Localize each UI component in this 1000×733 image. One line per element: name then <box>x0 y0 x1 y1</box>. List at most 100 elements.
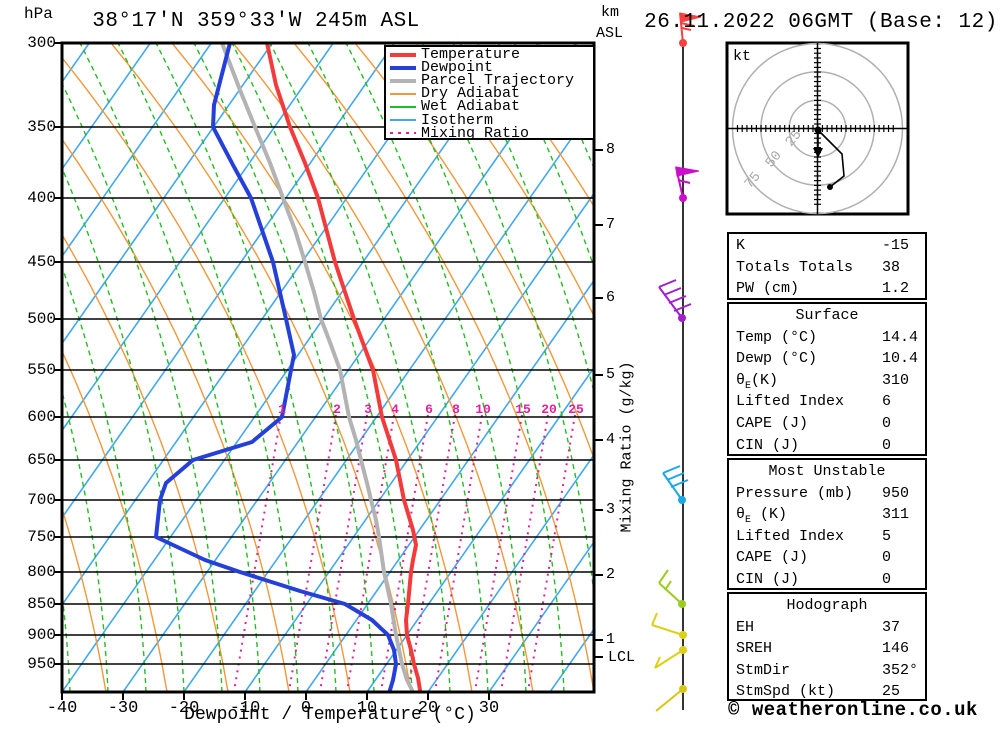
isotherm-line <box>62 43 395 520</box>
stats-box: K -15 Totals Totals 38 PW (cm) 1.2 <box>727 232 927 300</box>
isotherm-line <box>427 453 594 692</box>
stats-row-label: Temp (°C) <box>736 328 818 346</box>
isotherm-line <box>488 540 594 692</box>
wind-barb <box>658 569 686 608</box>
temperature-curve <box>265 43 422 692</box>
legend-line-sample <box>390 92 416 95</box>
km-tick-label: 7 <box>606 216 616 233</box>
stats-row-value: 352° <box>882 661 919 679</box>
temp-tick-label: -30 <box>107 699 139 718</box>
km-axis-unit-asl: ASL <box>596 25 624 42</box>
legend-line-sample <box>390 132 416 135</box>
stats-row: PW (cm) 1.2 <box>736 278 925 300</box>
stats-row-value: 146 <box>882 640 910 658</box>
mixing-ratio-line <box>232 414 282 692</box>
temp-tick-label: 20 <box>417 699 439 718</box>
stats-row: StmSpd (kt) 25 <box>736 681 925 703</box>
page-title: 38°17'N 359°33'W 245m ASL <box>92 10 420 33</box>
wet-adiabat-line <box>62 81 223 692</box>
stats-row: Lifted Index 5 <box>736 526 925 548</box>
stats-box-surface: Surface Temp (°C) 14.4 Dewp (°C) 10.4 θE(K) 31… <box>727 302 927 456</box>
temp-axis-title: Dewpoint / Temperature (°C) <box>184 705 476 725</box>
stats-row-label: Pressure (mb) <box>736 484 854 502</box>
km-tick-label: 8 <box>606 141 616 158</box>
mixing-ratio-label: 1 <box>278 402 286 417</box>
wind-barb <box>675 166 700 202</box>
wind-barb-station-dot <box>679 685 687 693</box>
stats-row-label: Dewp (°C) <box>736 350 818 368</box>
stats-row-value: -15 <box>882 237 910 254</box>
wet-adiabat-line <box>307 43 489 692</box>
km-tick-label: 1 <box>606 631 616 648</box>
stats-row-label: SREH <box>736 640 773 658</box>
dewpoint-curve <box>154 43 398 692</box>
stats-row-label: CIN (J) <box>736 570 800 588</box>
pressure-tick-label: 600 <box>27 408 56 426</box>
km-axis-unit: km <box>601 4 620 21</box>
stats-row: θE (K) 311 <box>736 504 925 526</box>
stats-row: Lifted Index 6 <box>736 391 925 413</box>
pressure-tick-label: 400 <box>27 189 56 207</box>
stats-row-label: Lifted Index <box>736 527 845 545</box>
mixing-ratio-label: 15 <box>515 402 531 417</box>
wet-adiabat-line <box>62 166 185 692</box>
pressure-tick-label: 650 <box>27 451 56 469</box>
wind-barb-station-dot <box>678 314 686 322</box>
mixing-ratio-line <box>473 414 523 692</box>
isotherm-line <box>62 43 456 607</box>
stats-row: CIN (J) 0 <box>736 569 925 591</box>
stats-box-title: Hodograph <box>786 597 868 614</box>
stats-row: θE(K) 310 <box>736 370 925 392</box>
stats-row-label: CAPE (J) <box>736 549 809 567</box>
stats-row-label: CAPE (J) <box>736 414 809 432</box>
mixing-ratio-line <box>287 414 337 692</box>
stats-row: EH 37 <box>736 617 925 639</box>
legend-item-label: Parcel Trajectory <box>421 72 575 90</box>
mixing-ratio-label: 10 <box>475 402 491 417</box>
stats-row-label: θE (K) <box>736 506 788 527</box>
lcl-label: LCL <box>608 649 636 666</box>
stats-row: CAPE (J) 0 <box>736 413 925 435</box>
legend-item: Dry Adiabat <box>390 85 593 103</box>
stats-box-title: Most Unstable <box>768 463 886 480</box>
legend-item-label: Dry Adiabat <box>421 85 521 103</box>
wind-barb <box>662 465 689 504</box>
wind-barb-station-dot <box>679 631 687 639</box>
valid-time-label: 26.11.2022 06GMT (Base: 12) <box>644 11 998 34</box>
stats-row-value: 0 <box>882 436 892 454</box>
stats-row-value: 0 <box>882 570 892 588</box>
wind-barb-station-dot <box>678 496 686 504</box>
hodograph-unit-label: kt <box>733 48 752 65</box>
stats-row: Pressure (mb) 950 <box>736 483 925 505</box>
temp-tick-label: -10 <box>229 699 261 718</box>
stats-row: CAPE (J) 0 <box>736 547 925 569</box>
parcel-curve <box>220 43 414 692</box>
mixing-ratio-line <box>406 414 456 692</box>
legend-item-label: Temperature <box>421 46 521 64</box>
legend-line-sample <box>390 105 416 108</box>
temp-tick-label: -40 <box>46 699 78 718</box>
mixing-ratio-label: 8 <box>452 402 460 417</box>
legend-item: Mixing Ratio <box>390 126 593 141</box>
stats-row-value: 5 <box>882 527 892 545</box>
wet-adiabat-line <box>231 43 413 692</box>
copyright-watermark: © weatheronline.co.uk <box>728 699 978 721</box>
stats-row-label: CIN (J) <box>736 436 800 454</box>
mixing-ratio-line <box>318 414 368 692</box>
temp-tick-label: 10 <box>356 699 378 718</box>
legend-item: Isotherm <box>390 113 593 128</box>
wet-adiabat-line <box>62 264 147 692</box>
mixing-ratio-line <box>499 414 549 692</box>
wind-barb <box>655 685 687 712</box>
plot-border <box>60 41 596 694</box>
legend-line-sample <box>390 65 416 70</box>
wind-barb <box>651 612 687 639</box>
mixing-ratio-label: 25 <box>568 402 584 417</box>
legend-item-label: Wet Adiabat <box>421 98 521 116</box>
wet-adiabat-line <box>193 43 375 692</box>
pressure-tick-label: 850 <box>27 595 56 613</box>
dry-adiabat-line <box>62 506 107 692</box>
